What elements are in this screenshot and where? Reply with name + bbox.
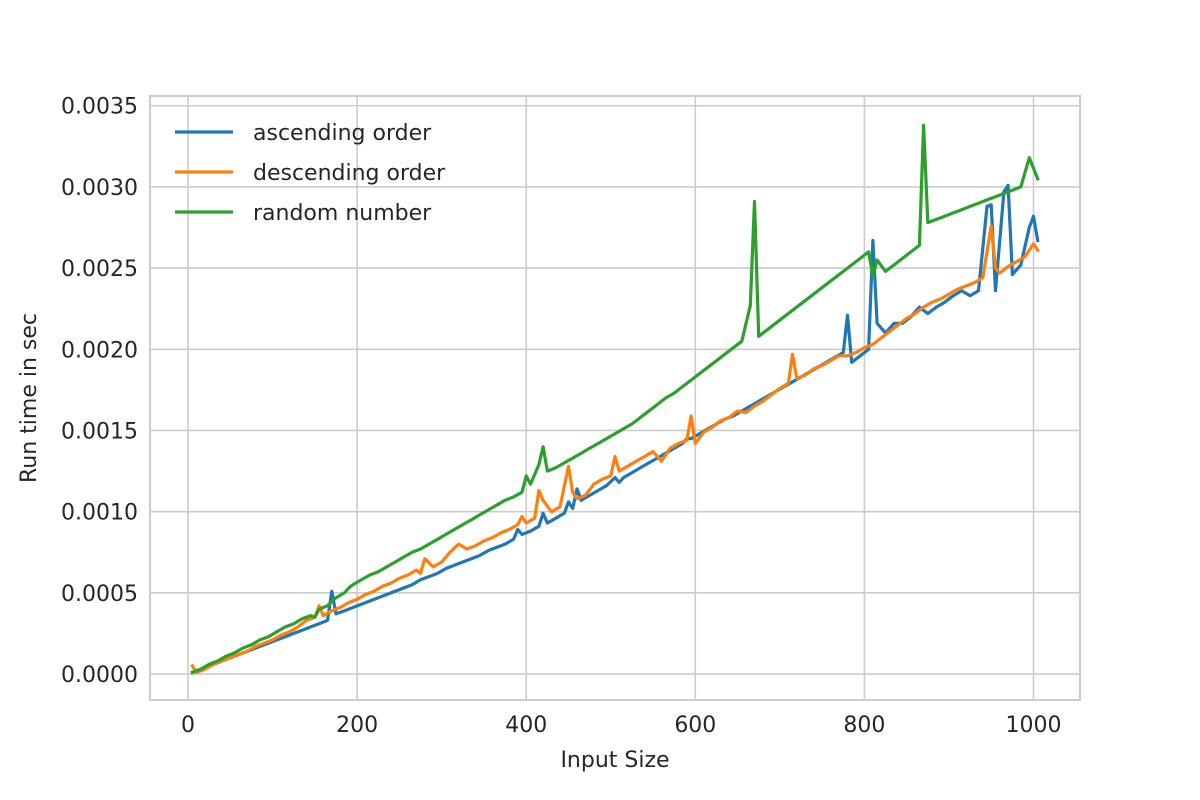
- series-lines: [190, 123, 1040, 675]
- legend-label-0: ascending order: [253, 121, 432, 146]
- legend-label-2: random number: [253, 201, 432, 226]
- x-tick-label-3: 600: [674, 713, 716, 738]
- y-tick-label-6: 0.0030: [61, 176, 138, 201]
- y-tick-label-0: 0.0000: [61, 663, 138, 688]
- y-tick-label-2: 0.0010: [61, 501, 138, 526]
- y-axis-ticks: 0.0000 0.0005 0.0010 0.0015 0.0020 0.0025 0.00…: [61, 95, 138, 688]
- legend-label-1: descending order: [253, 161, 446, 186]
- x-axis-ticks: 0 200 400 600 800 1000: [181, 713, 1061, 738]
- y-axis-label: Run time in sec: [17, 313, 42, 483]
- y-tick-label-7: 0.0035: [61, 95, 138, 120]
- x-tick-label-0: 0: [181, 713, 195, 738]
- series-line-descending-order: [190, 224, 1040, 675]
- series-line-random-number: [190, 123, 1040, 675]
- y-tick-label-4: 0.0020: [61, 338, 138, 363]
- x-axis-label: Input Size: [560, 748, 669, 773]
- legend: ascending order descending order random nu…: [175, 121, 446, 226]
- plot-frame: [149, 95, 1081, 701]
- x-tick-label-5: 1000: [1006, 713, 1062, 738]
- x-tick-label-2: 400: [505, 713, 547, 738]
- x-tick-label-1: 200: [336, 713, 378, 738]
- y-tick-label-1: 0.0005: [61, 582, 138, 607]
- x-tick-label-4: 800: [843, 713, 885, 738]
- y-tick-label-5: 0.0025: [61, 257, 138, 282]
- y-tick-label-3: 0.0015: [61, 419, 138, 444]
